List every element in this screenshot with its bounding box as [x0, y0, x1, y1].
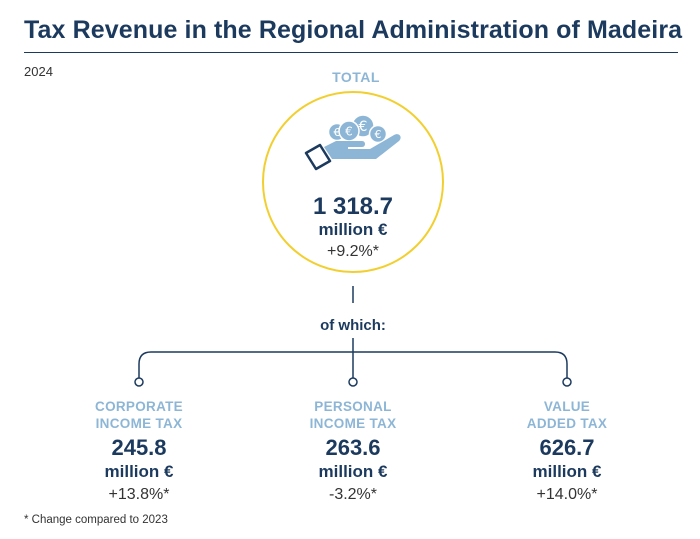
category-change: +14.0%*: [536, 486, 598, 503]
total-circle: [262, 91, 444, 273]
category-value: 245.8: [111, 435, 167, 460]
svg-text:€: €: [345, 125, 353, 139]
year-label: 2024: [24, 64, 53, 79]
total-change: +9.2%*: [326, 243, 380, 260]
category-label: CORPORATE INCOME TAX: [95, 399, 183, 431]
page-title: Tax Revenue in the Regional Administrati…: [24, 16, 683, 44]
svg-text:€: €: [334, 126, 341, 139]
hand-with-euro-coins-icon: € € € €: [302, 113, 406, 178]
category-change: -3.2%*: [328, 486, 378, 503]
category-value: 626.7: [539, 435, 595, 460]
svg-text:€: €: [375, 128, 382, 141]
category-corporate-income-tax: CORPORATE INCOME TAX 245.8 million € +13…: [49, 398, 229, 506]
category-unit: million €: [104, 462, 174, 481]
category-change: +13.8%*: [108, 486, 170, 503]
total-unit: million €: [318, 220, 388, 239]
category-value: 263.6: [325, 435, 381, 460]
of-which-label: of which:: [320, 317, 386, 334]
category-unit: million €: [318, 462, 388, 481]
total-value: 1 318.7: [312, 193, 394, 220]
total-label: TOTAL: [332, 69, 380, 85]
title-divider: [24, 52, 678, 53]
category-value-added-tax: VALUE ADDED TAX 626.7 million € +14.0%*: [477, 398, 657, 506]
svg-text:€: €: [359, 119, 368, 135]
category-unit: million €: [532, 462, 602, 481]
category-label: VALUE ADDED TAX: [526, 399, 608, 431]
footnote: * Change compared to 2023: [24, 514, 168, 526]
category-label: PERSONAL INCOME TAX: [309, 399, 397, 431]
category-personal-income-tax: PERSONAL INCOME TAX 263.6 million € -3.2…: [263, 398, 443, 506]
